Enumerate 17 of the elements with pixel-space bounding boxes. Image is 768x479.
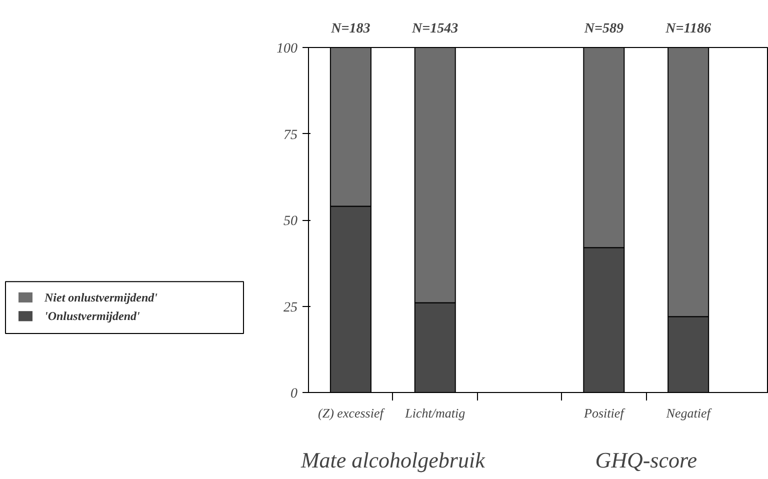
x-tick-label: Negatief [665, 406, 713, 420]
legend-label: 'Onlustvermijdend' [44, 309, 141, 324]
y-tick-label: 100 [276, 42, 298, 56]
text: N=1543 [411, 22, 458, 36]
y-tick-label: 0 [290, 386, 298, 402]
text: N=1186 [664, 22, 711, 36]
legend-label: Niet onlustvermijdend' [44, 290, 158, 304]
x-tick-label: Licht/matig [404, 406, 466, 420]
y-tick-label: 25 [284, 300, 298, 316]
text: N=183 [330, 22, 370, 36]
text: N=589 [583, 22, 624, 36]
y-tick-label: 50 [284, 214, 298, 229]
x-tick-label: Positief [583, 406, 626, 420]
x-tick-label: (Z) excessief [318, 406, 386, 420]
text: GHQ-score [595, 448, 698, 472]
text: Mate alcoholgebruik [300, 448, 486, 472]
y-tick-label: 75 [284, 128, 298, 143]
